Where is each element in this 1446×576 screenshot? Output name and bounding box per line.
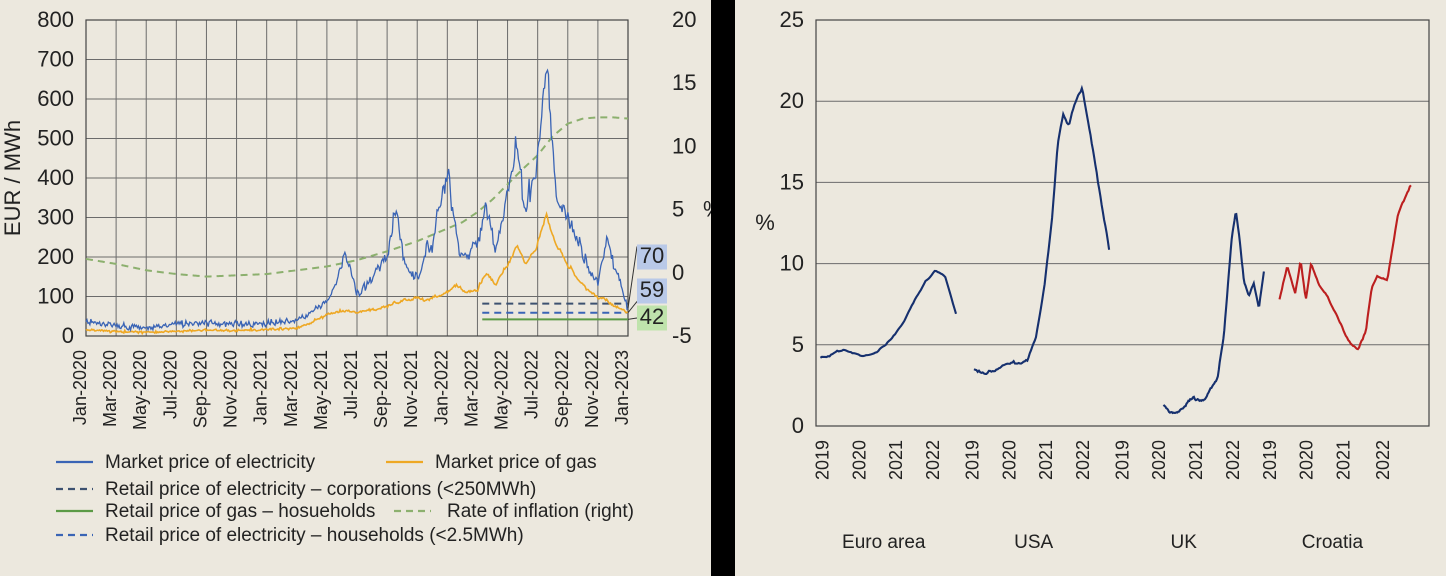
svg-text:200: 200 xyxy=(37,244,74,269)
svg-text:EUR / MWh: EUR / MWh xyxy=(0,120,25,236)
svg-text:5: 5 xyxy=(672,197,684,222)
svg-text:Nov-2020: Nov-2020 xyxy=(221,350,241,428)
svg-text:2019: 2019 xyxy=(1260,440,1280,480)
svg-text:10: 10 xyxy=(780,251,804,276)
svg-text:0: 0 xyxy=(672,260,684,285)
svg-text:2021: 2021 xyxy=(886,440,906,480)
svg-text:Rate of inflation (right): Rate of inflation (right) xyxy=(447,501,634,522)
svg-text:Market price of electricity: Market price of electricity xyxy=(105,452,316,473)
svg-text:500: 500 xyxy=(37,126,74,151)
svg-text:Jan-2020: Jan-2020 xyxy=(70,350,90,425)
svg-text:Nov-2021: Nov-2021 xyxy=(401,350,421,428)
svg-text:15: 15 xyxy=(780,169,804,194)
svg-text:5: 5 xyxy=(792,332,804,357)
svg-text:2020: 2020 xyxy=(1297,440,1317,480)
svg-text:2022: 2022 xyxy=(923,440,943,480)
svg-text:300: 300 xyxy=(37,205,74,230)
svg-text:%: % xyxy=(703,197,711,222)
svg-text:Mar-2022: Mar-2022 xyxy=(461,350,481,427)
svg-text:May-2020: May-2020 xyxy=(130,350,150,430)
svg-text:0: 0 xyxy=(792,413,804,438)
svg-text:USA: USA xyxy=(1014,532,1053,553)
svg-text:20: 20 xyxy=(672,7,696,32)
svg-text:Nov-2022: Nov-2022 xyxy=(582,350,602,428)
svg-text:Retail price of electricity –: Retail price of electricity – corporatio… xyxy=(105,479,536,500)
svg-text:Sep-2020: Sep-2020 xyxy=(190,350,210,428)
svg-text:15: 15 xyxy=(672,70,696,95)
svg-text:2020: 2020 xyxy=(849,440,869,480)
svg-text:Retail price of gas – hosuehol: Retail price of gas – hosueholds xyxy=(105,501,375,522)
svg-text:2022: 2022 xyxy=(1073,440,1093,480)
svg-text:2020: 2020 xyxy=(1149,440,1169,480)
svg-text:0: 0 xyxy=(62,323,74,348)
svg-text:%: % xyxy=(755,210,775,235)
svg-text:2021: 2021 xyxy=(1036,440,1056,480)
svg-text:Mar-2021: Mar-2021 xyxy=(281,350,301,427)
svg-text:2022: 2022 xyxy=(1223,440,1243,480)
svg-text:2019: 2019 xyxy=(812,440,832,480)
svg-text:Jan-2021: Jan-2021 xyxy=(251,350,271,425)
svg-text:May-2021: May-2021 xyxy=(311,350,331,430)
svg-text:100: 100 xyxy=(37,284,74,309)
svg-text:Jul-2021: Jul-2021 xyxy=(341,350,361,419)
svg-text:Sep-2021: Sep-2021 xyxy=(371,350,391,428)
svg-text:UK: UK xyxy=(1170,532,1197,553)
svg-text:2019: 2019 xyxy=(962,440,982,480)
svg-text:-5: -5 xyxy=(672,323,692,348)
svg-text:May-2022: May-2022 xyxy=(492,350,512,430)
svg-text:Jul-2022: Jul-2022 xyxy=(522,350,542,419)
svg-text:2021: 2021 xyxy=(1334,440,1354,480)
svg-text:800: 800 xyxy=(37,7,74,32)
svg-text:Sep-2022: Sep-2022 xyxy=(552,350,572,428)
svg-text:Croatia: Croatia xyxy=(1302,532,1364,553)
svg-text:2020: 2020 xyxy=(999,440,1019,480)
svg-text:400: 400 xyxy=(37,165,74,190)
svg-text:2021: 2021 xyxy=(1186,440,1206,480)
svg-text:Jul-2020: Jul-2020 xyxy=(160,350,180,419)
svg-text:2022: 2022 xyxy=(1373,440,1393,480)
svg-text:59: 59 xyxy=(640,277,664,302)
svg-text:42: 42 xyxy=(640,304,664,329)
svg-text:Market price of gas: Market price of gas xyxy=(435,452,597,473)
svg-text:Euro area: Euro area xyxy=(842,532,926,553)
svg-text:2019: 2019 xyxy=(1112,440,1132,480)
svg-text:Jan-2023: Jan-2023 xyxy=(612,350,632,425)
svg-text:700: 700 xyxy=(37,47,74,72)
svg-text:Mar-2020: Mar-2020 xyxy=(100,350,120,427)
svg-text:Retail price of electricity –: Retail price of electricity – households… xyxy=(105,525,524,546)
svg-text:20: 20 xyxy=(780,88,804,113)
svg-text:600: 600 xyxy=(37,86,74,111)
svg-text:70: 70 xyxy=(640,243,664,268)
svg-text:25: 25 xyxy=(780,7,804,32)
svg-text:Jan-2022: Jan-2022 xyxy=(431,350,451,425)
svg-text:10: 10 xyxy=(672,133,696,158)
